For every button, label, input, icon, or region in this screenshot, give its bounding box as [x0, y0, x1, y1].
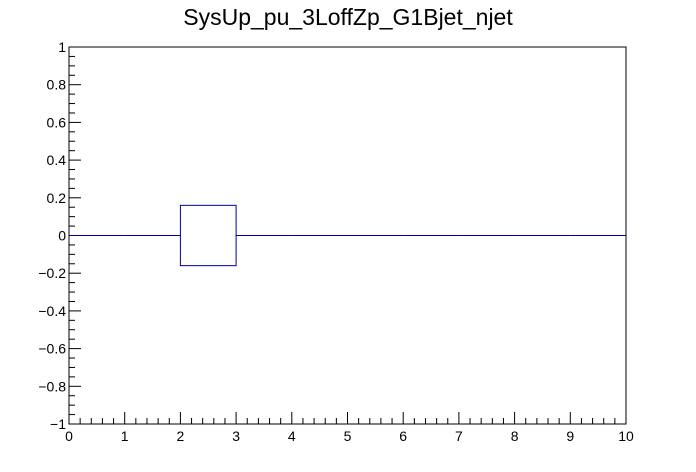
- y-tick-label: −1: [50, 416, 66, 432]
- x-tick-label: 0: [65, 428, 73, 444]
- y-tick-label: −0.8: [38, 378, 66, 394]
- y-tick-label: 0.2: [47, 190, 67, 206]
- x-tick-label: 9: [566, 428, 574, 444]
- x-tick-label: 4: [288, 428, 296, 444]
- y-tick-label: −0.4: [38, 303, 66, 319]
- x-tick-label: 1: [121, 428, 129, 444]
- x-tick-label: 2: [177, 428, 185, 444]
- x-tick-label: 7: [455, 428, 463, 444]
- y-tick-label: 1: [58, 39, 66, 55]
- x-tick-label: 5: [344, 428, 352, 444]
- tick-labels: 0 1 2 3 4 5 6 7 8 9 10 −1 −0.8 −0.6 −0.4 −0.2 0 0.2 0.4 0.6…: [38, 39, 634, 444]
- x-tick-label: 10: [618, 428, 634, 444]
- axis-ticks: [68, 46, 627, 425]
- y-tick-label: −0.6: [38, 341, 66, 357]
- x-tick-label: 8: [511, 428, 519, 444]
- chart-title: SysUp_pu_3LoffZp_G1Bjet_njet: [183, 4, 513, 30]
- x-tick-label: 3: [232, 428, 240, 444]
- bin-error-box: [179, 204, 237, 267]
- y-tick-label: −0.2: [38, 265, 66, 281]
- x-tick-label: 6: [399, 428, 407, 444]
- y-tick-label: 0.6: [47, 114, 67, 130]
- y-tick-label: 0: [58, 228, 66, 244]
- histogram-bins: [69, 204, 626, 267]
- y-tick-label: 0.4: [47, 152, 67, 168]
- y-tick-label: 0.8: [47, 77, 67, 93]
